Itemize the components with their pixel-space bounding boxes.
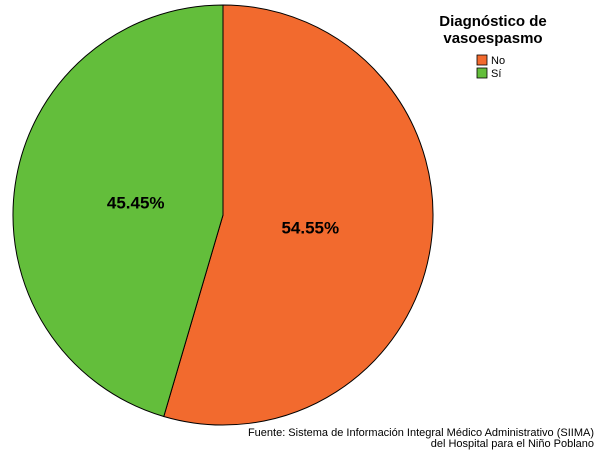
data-label-no: 54.55%: [281, 219, 339, 238]
legend-label-no: No: [491, 55, 505, 67]
pie-data-labels: 54.55% 45.45%: [107, 193, 339, 237]
source-line-2: del Hospital para el Niño Poblano: [430, 438, 594, 450]
pie-slices: [12, 4, 434, 426]
pie-slice-no: [163, 4, 434, 426]
source-note: Fuente: Sistema de Información Integral …: [248, 428, 594, 450]
legend-label-si: Sí: [491, 68, 501, 80]
legend-title-line-1: Diagnóstico de: [439, 13, 547, 30]
legend-title-line-2: vasoespasmo: [443, 30, 542, 47]
source-line-1: Fuente: Sistema de Información Integral …: [247, 427, 594, 439]
legend-swatch-si: [476, 67, 488, 79]
data-label-si: 45.45%: [107, 193, 165, 212]
legend-swatch-no: [476, 54, 488, 66]
pie-slice-si: [12, 4, 224, 418]
